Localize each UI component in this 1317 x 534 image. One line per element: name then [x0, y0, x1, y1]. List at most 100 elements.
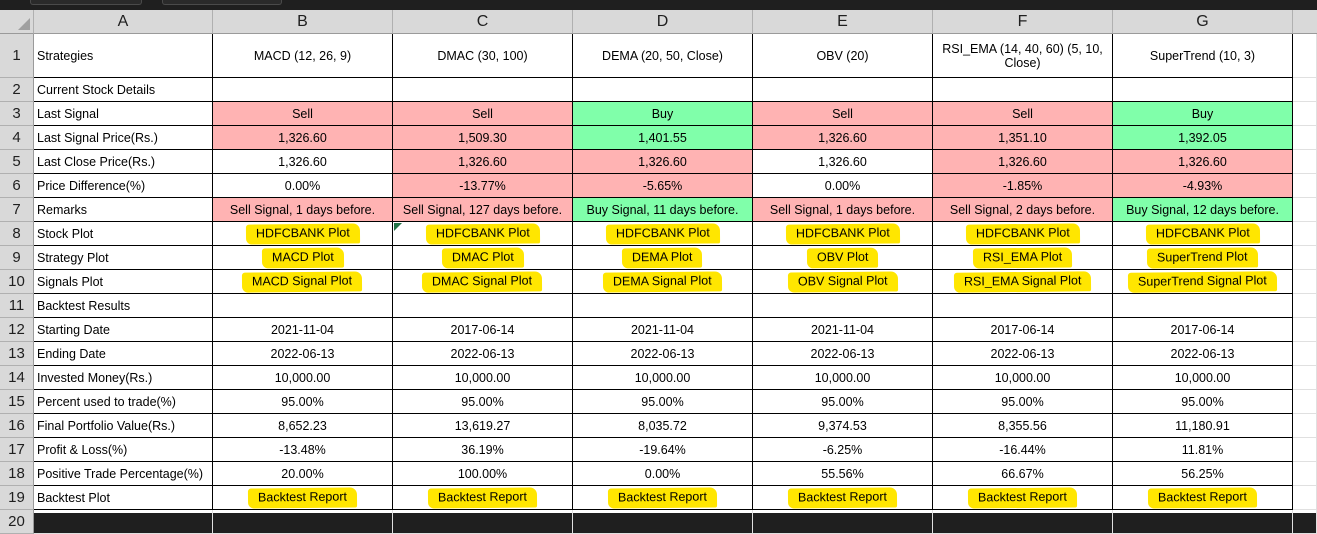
cell-d10[interactable]: DEMA Signal Plot	[573, 270, 753, 294]
cell-h2[interactable]	[1293, 78, 1317, 102]
cell-a15[interactable]: Percent used to trade(%)	[34, 390, 213, 414]
cell-b8[interactable]: HDFCBANK Plot	[213, 222, 393, 246]
cell-a12[interactable]: Starting Date	[34, 318, 213, 342]
cell-f8[interactable]: HDFCBANK Plot	[933, 222, 1113, 246]
cell-b6[interactable]: 0.00%	[213, 174, 393, 198]
cell-a18[interactable]: Positive Trade Percentage(%)	[34, 462, 213, 486]
cell-f13[interactable]: 2022-06-13	[933, 342, 1113, 366]
toolbar-tab[interactable]	[162, 0, 282, 5]
cell-g1[interactable]: SuperTrend (10, 3)	[1113, 34, 1293, 78]
row-header-13[interactable]: 13	[0, 342, 34, 366]
cell-c6[interactable]: -13.77%	[393, 174, 573, 198]
cell-d2[interactable]	[573, 78, 753, 102]
cell-g18[interactable]: 56.25%	[1113, 462, 1293, 486]
hyperlink[interactable]: MACD Plot	[261, 247, 344, 268]
cell-a8[interactable]: Stock Plot	[34, 222, 213, 246]
cell-a9[interactable]: Strategy Plot	[34, 246, 213, 270]
cell-b17[interactable]: -13.48%	[213, 438, 393, 462]
hyperlink[interactable]: Backtest Report	[247, 486, 358, 509]
cell-b16[interactable]: 8,652.23	[213, 414, 393, 438]
hyperlink[interactable]: HDFCBANK Plot	[1145, 222, 1260, 245]
cell-e5[interactable]: 1,326.60	[753, 150, 933, 174]
cell-c9[interactable]: DMAC Plot	[393, 246, 573, 270]
hyperlink[interactable]: OBV Plot	[806, 247, 879, 268]
cell-a17[interactable]: Profit & Loss(%)	[34, 438, 213, 462]
cell-c15[interactable]: 95.00%	[393, 390, 573, 414]
cell-e16[interactable]: 9,374.53	[753, 414, 933, 438]
cell-f7[interactable]: Sell Signal, 2 days before.	[933, 198, 1113, 222]
cell-a4[interactable]: Last Signal Price(Rs.)	[34, 126, 213, 150]
cell-f16[interactable]: 8,355.56	[933, 414, 1113, 438]
cell-g9[interactable]: SuperTrend Plot	[1113, 246, 1293, 270]
hyperlink[interactable]: Backtest Report	[1147, 486, 1258, 509]
cell-c20[interactable]	[393, 510, 573, 534]
cell-g10[interactable]: SuperTrend Signal Plot	[1113, 270, 1293, 294]
row-header-17[interactable]: 17	[0, 438, 34, 462]
row-header-16[interactable]: 16	[0, 414, 34, 438]
hyperlink[interactable]: RSI_EMA Signal Plot	[953, 270, 1092, 293]
cell-e18[interactable]: 55.56%	[753, 462, 933, 486]
cell-e6[interactable]: 0.00%	[753, 174, 933, 198]
column-header-h[interactable]	[1293, 10, 1317, 34]
column-header-g[interactable]: G	[1113, 10, 1293, 34]
cell-d11[interactable]	[573, 294, 753, 318]
cell-e1[interactable]: OBV (20)	[753, 34, 933, 78]
cell-b3[interactable]: Sell	[213, 102, 393, 126]
cell-e9[interactable]: OBV Plot	[753, 246, 933, 270]
cell-g6[interactable]: -4.93%	[1113, 174, 1293, 198]
cell-a13[interactable]: Ending Date	[34, 342, 213, 366]
cell-e3[interactable]: Sell	[753, 102, 933, 126]
cell-g3[interactable]: Buy	[1113, 102, 1293, 126]
cell-e13[interactable]: 2022-06-13	[753, 342, 933, 366]
cell-b11[interactable]	[213, 294, 393, 318]
row-header-12[interactable]: 12	[0, 318, 34, 342]
cell-g19[interactable]: Backtest Report	[1113, 486, 1293, 510]
cell-c4[interactable]: 1,509.30	[393, 126, 573, 150]
cell-b4[interactable]: 1,326.60	[213, 126, 393, 150]
cell-e12[interactable]: 2021-11-04	[753, 318, 933, 342]
cell-c7[interactable]: Sell Signal, 127 days before.	[393, 198, 573, 222]
cell-f20[interactable]	[933, 510, 1113, 534]
row-header-9[interactable]: 9	[0, 246, 34, 270]
row-header-15[interactable]: 15	[0, 390, 34, 414]
cell-f4[interactable]: 1,351.10	[933, 126, 1113, 150]
cell-h4[interactable]	[1293, 126, 1317, 150]
cell-b20[interactable]	[213, 510, 393, 534]
row-header-6[interactable]: 6	[0, 174, 34, 198]
cell-d12[interactable]: 2021-11-04	[573, 318, 753, 342]
cell-f10[interactable]: RSI_EMA Signal Plot	[933, 270, 1113, 294]
cell-a14[interactable]: Invested Money(Rs.)	[34, 366, 213, 390]
cell-a1[interactable]: Strategies	[34, 34, 213, 78]
cell-d17[interactable]: -19.64%	[573, 438, 753, 462]
cell-b19[interactable]: Backtest Report	[213, 486, 393, 510]
cell-b14[interactable]: 10,000.00	[213, 366, 393, 390]
cell-a11[interactable]: Backtest Results	[34, 294, 213, 318]
hyperlink[interactable]: HDFCBANK Plot	[785, 222, 900, 245]
cell-b9[interactable]: MACD Plot	[213, 246, 393, 270]
row-header-4[interactable]: 4	[0, 126, 34, 150]
cell-h10[interactable]	[1293, 270, 1317, 294]
cell-g7[interactable]: Buy Signal, 12 days before.	[1113, 198, 1293, 222]
row-header-1[interactable]: 1	[0, 34, 34, 78]
cell-h19[interactable]	[1293, 486, 1317, 510]
cell-d3[interactable]: Buy	[573, 102, 753, 126]
column-header-c[interactable]: C	[393, 10, 573, 34]
cell-f3[interactable]: Sell	[933, 102, 1113, 126]
hyperlink[interactable]: SuperTrend Plot	[1147, 246, 1258, 269]
cell-d16[interactable]: 8,035.72	[573, 414, 753, 438]
cell-a2[interactable]: Current Stock Details	[34, 78, 213, 102]
cell-c2[interactable]	[393, 78, 573, 102]
cell-h11[interactable]	[1293, 294, 1317, 318]
cell-c17[interactable]: 36.19%	[393, 438, 573, 462]
cell-f12[interactable]: 2017-06-14	[933, 318, 1113, 342]
column-header-f[interactable]: F	[933, 10, 1113, 34]
cell-e2[interactable]	[753, 78, 933, 102]
cell-a3[interactable]: Last Signal	[34, 102, 213, 126]
cell-d14[interactable]: 10,000.00	[573, 366, 753, 390]
hyperlink[interactable]: OBV Signal Plot	[787, 270, 898, 293]
row-header-5[interactable]: 5	[0, 150, 34, 174]
cell-e17[interactable]: -6.25%	[753, 438, 933, 462]
hyperlink[interactable]: Backtest Report	[967, 486, 1078, 509]
cell-h13[interactable]	[1293, 342, 1317, 366]
hyperlink[interactable]: Backtest Report	[787, 486, 898, 509]
